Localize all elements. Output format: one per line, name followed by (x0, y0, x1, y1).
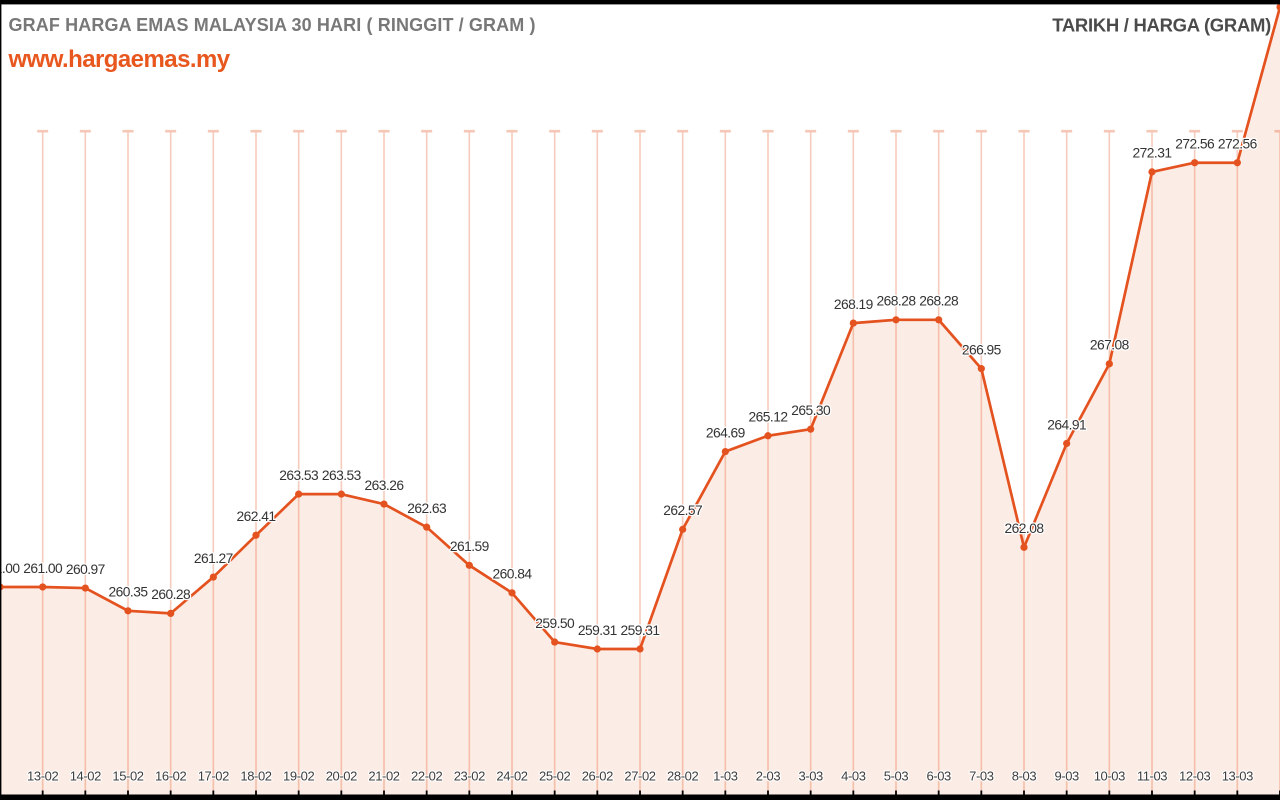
svg-text:23-02: 23-02 (454, 769, 485, 784)
svg-text:265.30: 265.30 (791, 403, 831, 418)
svg-text:262.08: 262.08 (1005, 521, 1045, 536)
svg-text:3-03: 3-03 (798, 769, 823, 784)
svg-text:261.00: 261.00 (23, 561, 63, 576)
svg-text:15-02: 15-02 (112, 769, 143, 784)
svg-text:260.97: 260.97 (66, 562, 105, 577)
svg-text:259.31: 259.31 (621, 623, 660, 638)
svg-text:265.12: 265.12 (749, 410, 788, 425)
svg-text:263.26: 263.26 (365, 478, 405, 493)
svg-text:268.28: 268.28 (919, 294, 959, 309)
svg-text:www.hargaemas.my: www.hargaemas.my (8, 46, 231, 73)
svg-text:7-03: 7-03 (969, 769, 994, 784)
svg-text:9-03: 9-03 (1054, 769, 1079, 784)
svg-text:27-02: 27-02 (624, 769, 655, 784)
svg-text:260.28: 260.28 (151, 587, 191, 602)
svg-text:19-02: 19-02 (283, 769, 314, 784)
svg-text:14-02: 14-02 (70, 769, 101, 784)
svg-text:GRAF HARGA EMAS MALAYSIA 30 HA: GRAF HARGA EMAS MALAYSIA 30 HARI ( RINGG… (9, 15, 536, 35)
svg-text:25-02: 25-02 (539, 769, 570, 784)
svg-text:10-03: 10-03 (1094, 769, 1125, 784)
svg-text:22-02: 22-02 (411, 769, 442, 784)
svg-text:13-03: 13-03 (1222, 769, 1253, 784)
svg-text:261.59: 261.59 (450, 539, 490, 554)
svg-text:259.50: 259.50 (535, 616, 575, 631)
svg-text:259.31: 259.31 (578, 623, 617, 638)
svg-text:11-03: 11-03 (1137, 769, 1167, 784)
svg-text:272.56: 272.56 (1218, 137, 1258, 152)
svg-text:16-02: 16-02 (155, 769, 186, 784)
svg-text:264.69: 264.69 (706, 425, 746, 440)
svg-text:8-03: 8-03 (1012, 769, 1037, 784)
svg-text:18-02: 18-02 (240, 769, 271, 784)
svg-text:2-03: 2-03 (756, 769, 781, 784)
svg-text:263.53: 263.53 (279, 468, 319, 483)
svg-text:26-02: 26-02 (582, 769, 613, 784)
svg-text:28-02: 28-02 (667, 769, 698, 784)
svg-text:267.08: 267.08 (1090, 338, 1130, 353)
svg-text:260.84: 260.84 (493, 567, 533, 582)
svg-text:263.53: 263.53 (322, 468, 362, 483)
svg-text:262.41: 262.41 (237, 509, 276, 524)
svg-text:1-03: 1-03 (713, 769, 738, 784)
svg-text:262.63: 262.63 (407, 501, 447, 516)
svg-text:24-02: 24-02 (496, 769, 527, 784)
svg-text:272.56: 272.56 (1175, 137, 1215, 152)
svg-text:261.27: 261.27 (194, 551, 233, 566)
svg-text:5-03: 5-03 (884, 769, 909, 784)
svg-text:17-02: 17-02 (198, 769, 229, 784)
svg-text:272.31: 272.31 (1133, 146, 1172, 161)
svg-text:12-03: 12-03 (1179, 769, 1210, 784)
svg-text:268.28: 268.28 (877, 294, 917, 309)
svg-text:261.00: 261.00 (0, 561, 20, 576)
svg-text:264.91: 264.91 (1047, 417, 1086, 432)
svg-text:268.19: 268.19 (834, 297, 874, 312)
svg-text:13-02: 13-02 (27, 769, 58, 784)
svg-text:20-02: 20-02 (326, 769, 357, 784)
svg-text:4-03: 4-03 (841, 769, 866, 784)
svg-text:262.57: 262.57 (663, 503, 702, 518)
svg-text:266.95: 266.95 (962, 342, 1002, 357)
svg-text:260.35: 260.35 (109, 585, 149, 600)
svg-text:TARIKH / HARGA (GRAM): TARIKH / HARGA (GRAM) (1052, 15, 1271, 36)
svg-text:6-03: 6-03 (926, 769, 951, 784)
svg-text:21-02: 21-02 (368, 769, 399, 784)
